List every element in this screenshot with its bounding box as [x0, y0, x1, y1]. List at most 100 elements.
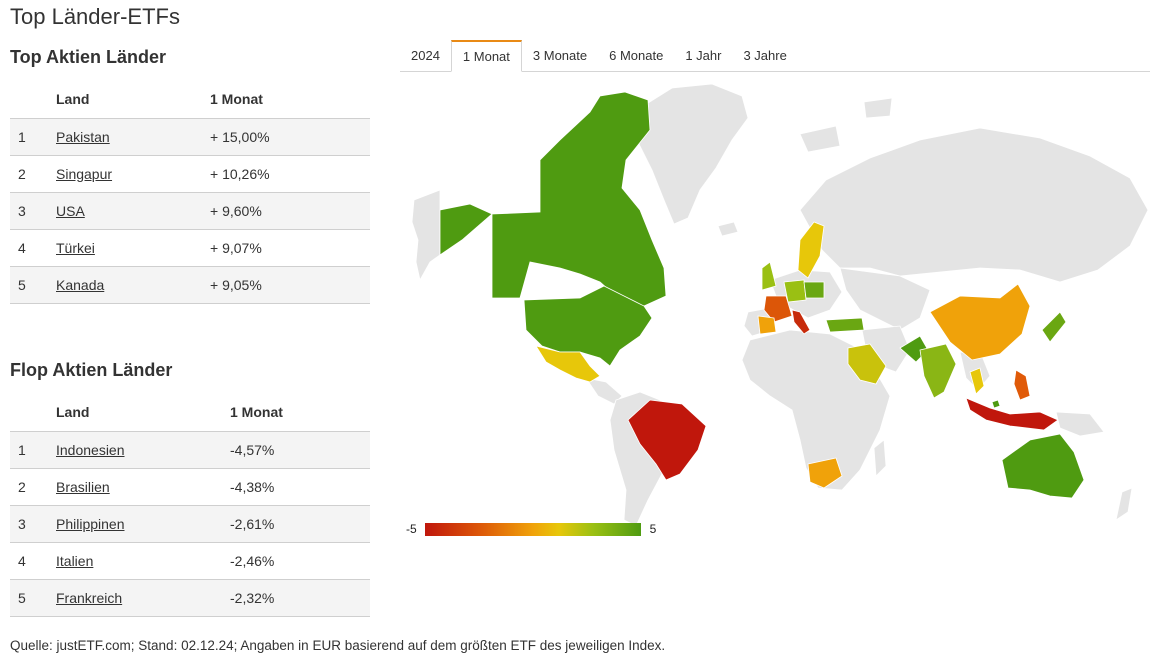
return-cell: + 10,26%	[210, 155, 370, 193]
legend-gradient-bar	[424, 522, 641, 536]
rank-cell: 2	[10, 468, 56, 506]
legend-min-label: -5	[406, 522, 417, 536]
tab-1-jahr[interactable]: 1 Jahr	[685, 48, 722, 63]
region-svalbard	[863, 97, 893, 119]
flop-countries-title: Flop Aktien Länder	[10, 360, 173, 380]
region-greenland	[635, 83, 749, 225]
tab-6-monate[interactable]: 6 Monate	[609, 48, 664, 63]
country-cell: Brasilien	[56, 468, 230, 506]
country-link[interactable]: Philippinen	[56, 515, 125, 532]
table-row: 5 Frankreich -2,32%	[10, 579, 370, 617]
tab-3-jahre[interactable]: 3 Jahre	[743, 48, 787, 63]
country-cell: Türkei	[56, 229, 210, 267]
rank-cell: 1	[10, 118, 56, 156]
region-japan	[1041, 311, 1067, 343]
country-link[interactable]: Frankreich	[56, 589, 123, 606]
region-france	[763, 295, 793, 323]
region-new-zealand	[1115, 487, 1133, 521]
country-cell: Indonesien	[56, 431, 230, 469]
return-cell: -4,38%	[230, 468, 370, 506]
tab-3-monate[interactable]: 3 Monate	[532, 48, 588, 63]
region-south-africa	[807, 457, 843, 489]
country-cell: Philippinen	[56, 505, 230, 543]
region-iceland	[717, 221, 739, 237]
region-philippines	[1013, 369, 1031, 401]
table-header-row: Land 1 Monat	[10, 80, 370, 119]
region-australia	[1001, 433, 1085, 499]
region-turkey	[825, 317, 865, 333]
return-cell: -2,46%	[230, 542, 370, 580]
table-row: 2 Singapur + 10,26%	[10, 155, 370, 193]
return-cell: + 9,05%	[210, 266, 370, 304]
region-india	[919, 343, 957, 399]
region-italy	[791, 309, 811, 335]
rank-header	[10, 80, 56, 119]
rank-cell: 4	[10, 542, 56, 580]
country-link[interactable]: Kanada	[56, 276, 105, 293]
table-row: 2 Brasilien -4,38%	[10, 468, 370, 506]
table-row: 1 Indonesien -4,57%	[10, 431, 370, 469]
table-row: 5 Kanada + 9,05%	[10, 266, 370, 304]
tab-1-monat[interactable]: 1 Monat	[450, 40, 522, 72]
country-cell: Pakistan	[56, 118, 210, 156]
return-cell: -2,61%	[230, 505, 370, 543]
land-header: Land	[56, 80, 210, 119]
country-link[interactable]: Pakistan	[56, 128, 110, 145]
region-usa	[523, 285, 653, 367]
region-china	[929, 283, 1031, 361]
period-header: 1 Monat	[230, 393, 370, 432]
country-cell: Kanada	[56, 266, 210, 304]
region-canada	[439, 91, 667, 307]
top-countries-title: Top Aktien Länder	[10, 47, 167, 67]
land-header: Land	[56, 393, 230, 432]
color-legend: -5 5	[406, 520, 656, 538]
tab-2024[interactable]: 2024	[411, 48, 440, 63]
rank-cell: 3	[10, 505, 56, 543]
region-alaska	[411, 189, 441, 282]
country-cell: USA	[56, 192, 210, 230]
page-title: Top Länder-ETFs	[10, 4, 180, 29]
table-row: 4 Italien -2,46%	[10, 542, 370, 580]
region-spain	[757, 315, 777, 335]
rank-header	[10, 393, 56, 432]
rank-cell: 3	[10, 192, 56, 230]
country-link[interactable]: Singapur	[56, 165, 113, 182]
rank-cell: 1	[10, 431, 56, 469]
return-cell: -4,57%	[230, 431, 370, 469]
country-link[interactable]: Türkei	[56, 239, 95, 256]
region-madagascar	[873, 439, 887, 477]
rank-cell: 4	[10, 229, 56, 267]
region-saudi-arabia	[847, 343, 887, 385]
rank-cell: 2	[10, 155, 56, 193]
period-header: 1 Monat	[210, 80, 370, 119]
world-map	[400, 76, 1150, 546]
world-map-svg	[411, 83, 1149, 527]
return-cell: + 9,60%	[210, 192, 370, 230]
region-sweden	[797, 221, 825, 279]
region-new-guinea	[1055, 411, 1105, 437]
rank-cell: 5	[10, 266, 56, 304]
top-countries-table: Land 1 Monat 1 Pakistan + 15,00% 2 Singa…	[10, 80, 370, 304]
table-row: 4 Türkei + 9,07%	[10, 229, 370, 267]
country-link[interactable]: Brasilien	[56, 478, 110, 495]
region-thailand	[969, 367, 985, 395]
legend-max-label: 5	[649, 522, 657, 536]
region-singapore	[991, 399, 1001, 409]
region-indonesia	[965, 397, 1059, 431]
rank-cell: 5	[10, 579, 56, 617]
table-row: 3 USA + 9,60%	[10, 192, 370, 230]
source-footnote: Quelle: justETF.com; Stand: 02.12.24; An…	[10, 638, 666, 653]
country-link[interactable]: Italien	[56, 552, 94, 569]
country-cell: Frankreich	[56, 579, 230, 617]
table-row: 3 Philippinen -2,61%	[10, 505, 370, 543]
flop-countries-table: Land 1 Monat 1 Indonesien -4,57% 2 Brasi…	[10, 393, 370, 617]
table-header-row: Land 1 Monat	[10, 393, 370, 432]
country-cell: Singapur	[56, 155, 210, 193]
return-cell: -2,32%	[230, 579, 370, 617]
country-link[interactable]: USA	[56, 202, 85, 219]
return-cell: + 9,07%	[210, 229, 370, 267]
country-link[interactable]: Indonesien	[56, 441, 125, 458]
region-uk	[761, 261, 777, 291]
region-mexico	[535, 345, 601, 383]
region-russia	[799, 127, 1149, 283]
